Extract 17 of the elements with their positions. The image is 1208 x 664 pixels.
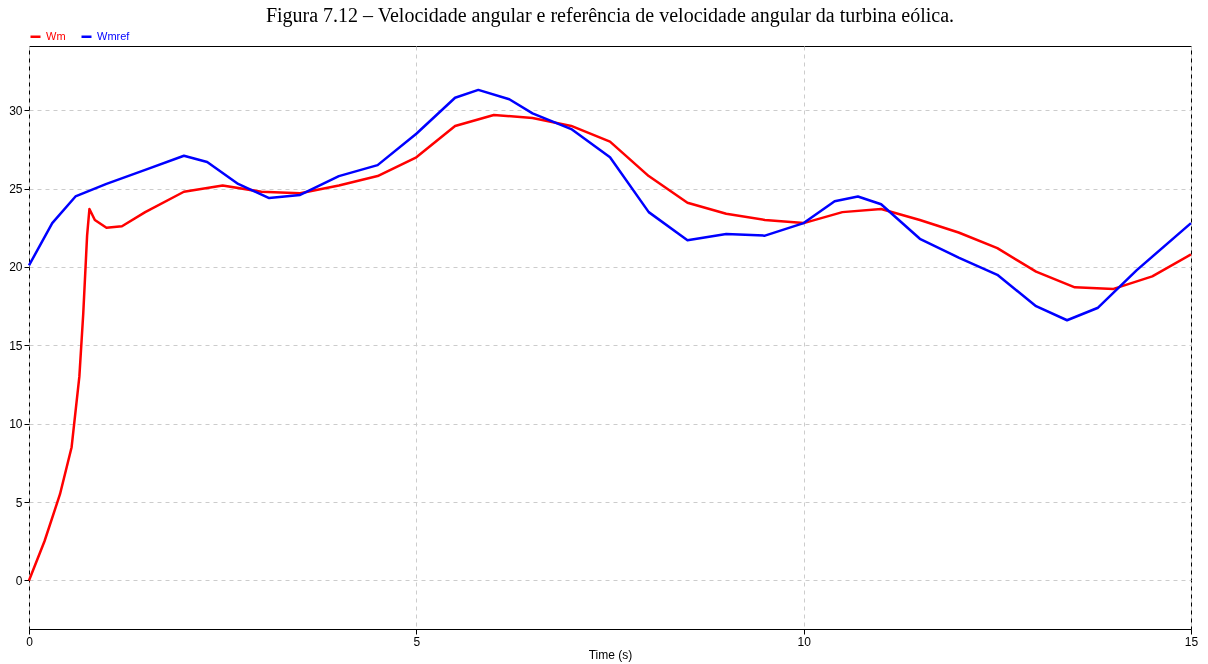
x-tick-label: 0 <box>26 634 34 649</box>
line-series <box>27 88 1193 322</box>
x-tick-label: 15 <box>1184 634 1199 649</box>
x-tick-label: 10 <box>797 634 812 649</box>
legend-label: Wmref <box>97 29 131 42</box>
y-tick-label: 30 <box>9 103 23 118</box>
y-tick-label: 25 <box>9 182 23 197</box>
x-axis-title: Time (s) <box>588 647 633 662</box>
y-tick-label: 5 <box>15 495 23 510</box>
chart-title: Figura 7.12 – Velocidade angular e referência de velocidade angular da turbina eólica. <box>265 4 955 27</box>
y-tick-label: 20 <box>9 260 23 275</box>
x-tick-label: 5 <box>413 634 421 649</box>
y-tick-label: 0 <box>15 573 23 588</box>
line-series <box>27 113 1193 582</box>
y-tick-label: 10 <box>9 417 23 432</box>
y-tick-label: 15 <box>9 338 23 353</box>
text: Wm <box>46 29 66 42</box>
